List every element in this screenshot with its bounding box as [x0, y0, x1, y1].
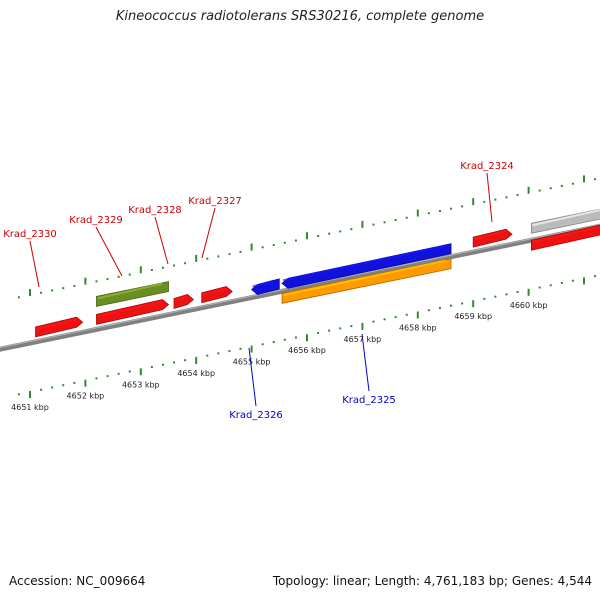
gene-gloss: [282, 244, 446, 282]
gene-label[interactable]: Krad_2329: [69, 215, 123, 226]
kbp-label: 4658 kbp: [399, 324, 437, 333]
page-title: Kineococcus radiotolerans SRS30216, comp…: [115, 9, 485, 24]
gene-shape: [35, 316, 84, 338]
gene-feature[interactable]: [281, 258, 452, 304]
gene-feature[interactable]: [250, 278, 280, 296]
kbp-label: 4659 kbp: [454, 312, 492, 321]
bottom-tick-track: [17, 275, 597, 398]
gene-gloss: [532, 226, 600, 244]
gene-label[interactable]: Krad_2330: [3, 229, 57, 240]
kbp-label: 4654 kbp: [177, 369, 215, 378]
axis-line: [0, 223, 600, 352]
callout-line: [29, 240, 40, 288]
gene-feature[interactable]: [96, 299, 170, 325]
callout-line: [154, 216, 169, 265]
accession-text: Accession: NC_009664: [9, 574, 146, 588]
gene-label[interactable]: Krad_2328: [128, 205, 182, 216]
kbp-label: 4651 kbp: [11, 403, 49, 412]
gene-gloss: [97, 282, 163, 300]
kbp-label: 4656 kbp: [288, 346, 326, 355]
topology-text: Topology: linear; Length: 4,761,183 bp; …: [272, 574, 592, 588]
gene-feature[interactable]: [472, 228, 513, 248]
kbp-label: 4653 kbp: [122, 380, 160, 389]
callout-line: [95, 226, 123, 277]
gene-layer: [35, 207, 600, 338]
gene-feature[interactable]: [281, 243, 452, 289]
gene-label[interactable]: Krad_2326: [229, 410, 283, 421]
gene-feature[interactable]: [201, 286, 233, 304]
gene-gloss: [174, 295, 188, 302]
kbp-label: 4657 kbp: [344, 335, 382, 344]
kbp-label: 4660 kbp: [510, 301, 548, 310]
gene-label[interactable]: Krad_2324: [460, 161, 514, 172]
gene-gloss: [252, 279, 274, 288]
callout-line: [248, 347, 257, 407]
gene-gloss: [532, 209, 600, 227]
gene-feature[interactable]: [530, 207, 600, 234]
gene-feature[interactable]: [35, 316, 84, 338]
gene-shape: [96, 281, 169, 307]
gene-feature[interactable]: [530, 224, 600, 251]
genome-axis: [0, 223, 600, 352]
kbp-label: 4652 kbp: [67, 392, 105, 401]
gene-shape: [173, 294, 195, 310]
kbp-label-layer: 4651 kbp 4652 kbp 4653 kbp 4654 kbp 4655 kbp…: [11, 301, 547, 412]
gene-shape: [201, 286, 233, 304]
gene-feature[interactable]: [96, 281, 169, 307]
gene-gloss: [97, 300, 163, 318]
kbp-label: 4655 kbp: [233, 358, 271, 367]
gene-gloss: [282, 259, 446, 297]
gene-shape: [96, 299, 170, 325]
gene-callout-layer: Krad_2330 Krad_2329 Krad_2328 Krad_2327 Krad…: [3, 161, 514, 421]
gene-gloss: [473, 230, 507, 241]
gene-label[interactable]: Krad_2325: [342, 395, 396, 406]
gene-gloss: [202, 287, 227, 296]
gene-feature[interactable]: [173, 294, 195, 310]
callout-line: [361, 333, 370, 392]
callout-line: [201, 207, 216, 259]
gene-shape: [472, 228, 513, 248]
top-tick-track: [17, 175, 597, 299]
gene-gloss: [36, 318, 77, 330]
gene-shape: [281, 258, 452, 304]
gene-shape: [530, 208, 600, 234]
callout-line: [486, 172, 493, 223]
gene-shape: [250, 278, 280, 296]
gene-label[interactable]: Krad_2327: [188, 196, 242, 207]
